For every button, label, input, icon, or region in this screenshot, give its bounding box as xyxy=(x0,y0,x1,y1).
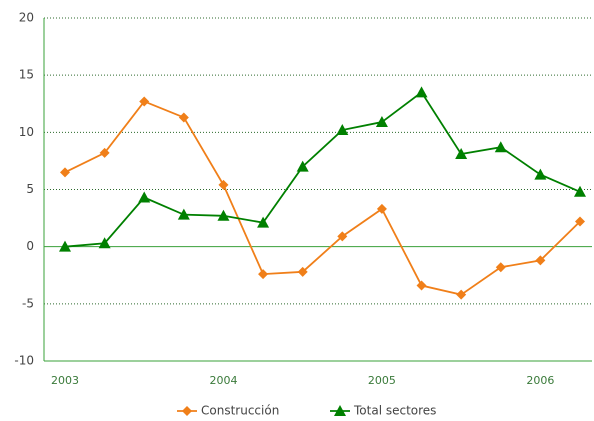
data-point xyxy=(98,237,111,249)
data-point xyxy=(178,112,189,123)
data-point xyxy=(574,185,586,197)
y-tick-label: 20 xyxy=(19,11,34,25)
series-line xyxy=(64,100,581,296)
data-point xyxy=(59,240,71,252)
data-point xyxy=(139,96,150,107)
y-tick-label: -5 xyxy=(22,296,34,310)
y-tick-label: -10 xyxy=(14,354,34,368)
data-point xyxy=(296,160,309,172)
data-point xyxy=(218,179,229,190)
data-point xyxy=(257,216,270,228)
data-point xyxy=(575,216,585,227)
data-point xyxy=(535,255,546,266)
legend-marker xyxy=(182,406,192,416)
data-point xyxy=(534,168,547,180)
legend-label: Construcción xyxy=(201,404,279,418)
data-point xyxy=(138,191,151,203)
data-point xyxy=(60,167,70,178)
data-point xyxy=(375,116,388,128)
data-point xyxy=(456,289,467,300)
legend-marker xyxy=(334,405,346,416)
data-point xyxy=(376,203,387,214)
data-point xyxy=(258,269,269,280)
data-point xyxy=(415,86,428,98)
data-point xyxy=(337,231,348,242)
data-point xyxy=(99,147,110,158)
y-tick-label: 0 xyxy=(26,239,34,253)
data-point xyxy=(494,141,507,153)
series-line xyxy=(64,91,581,248)
y-tick-label: 15 xyxy=(19,68,34,82)
data-point xyxy=(297,266,308,277)
data-point xyxy=(177,208,190,220)
x-tick-label: 2003 xyxy=(51,374,79,387)
y-tick-label: 10 xyxy=(19,125,34,139)
data-point xyxy=(495,262,506,273)
x-tick-label: 2004 xyxy=(209,374,237,387)
data-point xyxy=(217,209,230,221)
data-point xyxy=(455,148,468,160)
data-point xyxy=(416,280,427,291)
data-point xyxy=(336,124,349,136)
x-tick-label: 2005 xyxy=(368,374,396,387)
y-tick-label: 5 xyxy=(26,182,34,196)
legend-label: Total sectores xyxy=(353,404,436,418)
x-tick-label: 2006 xyxy=(526,374,554,387)
